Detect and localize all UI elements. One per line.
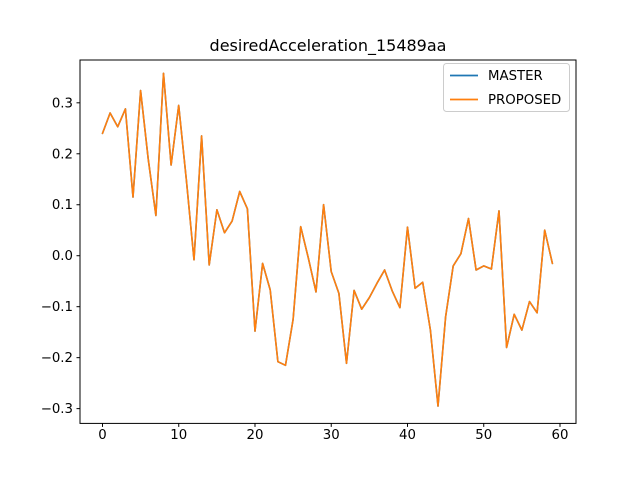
legend-label-master: MASTER [488, 69, 543, 84]
y-tick-label: 0.1 [52, 198, 73, 213]
y-tick-label: 0.2 [52, 147, 73, 162]
x-axis-ticks: 0 10 20 30 40 50 60 [98, 423, 568, 443]
y-axis-ticks: −0.3 −0.2 −0.1 0.0 0.1 0.2 0.3 [41, 96, 80, 417]
x-tick-label: 60 [552, 428, 569, 443]
legend-label-proposed: PROPOSED [488, 93, 561, 108]
x-tick-label: 30 [323, 428, 340, 443]
x-tick-label: 20 [247, 428, 264, 443]
series-lines [101, 72, 554, 407]
x-tick-label: 0 [98, 428, 106, 443]
y-tick-label: −0.3 [41, 402, 73, 417]
y-tick-label: 0.0 [52, 249, 73, 264]
y-tick-label: 0.3 [52, 96, 73, 111]
y-tick-label: −0.2 [41, 351, 73, 366]
legend: MASTER PROPOSED [443, 63, 570, 112]
x-tick-label: 50 [475, 428, 492, 443]
chart-title: desiredAcceleration_15489aa [210, 36, 447, 56]
series-proposed-line [101, 72, 554, 407]
y-tick-label: −0.1 [41, 300, 73, 315]
x-tick-label: 10 [170, 428, 187, 443]
x-tick-label: 40 [399, 428, 416, 443]
